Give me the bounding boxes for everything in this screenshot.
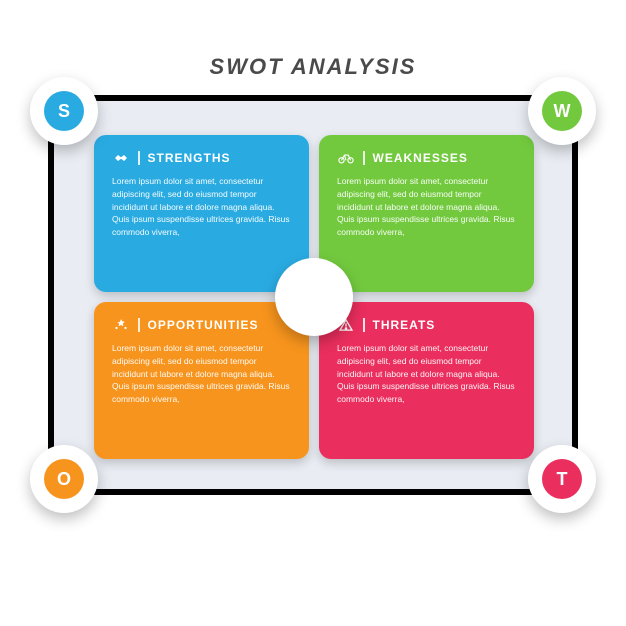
badge-weaknesses: W (528, 77, 596, 145)
card-body-strengths: Lorem ipsum dolor sit amet, consectetur … (112, 175, 291, 239)
card-weaknesses: WEAKNESSES Lorem ipsum dolor sit amet, c… (319, 135, 534, 292)
card-title-opportunities: OPPORTUNITIES (148, 318, 259, 332)
card-header-opportunities: OPPORTUNITIES (112, 318, 291, 332)
header-divider (138, 318, 140, 332)
center-circle (275, 258, 353, 336)
card-body-threats: Lorem ipsum dolor sit amet, consectetur … (337, 342, 516, 406)
card-title-threats: THREATS (373, 318, 436, 332)
card-body-weaknesses: Lorem ipsum dolor sit amet, consectetur … (337, 175, 516, 239)
card-strengths: STRENGTHS Lorem ipsum dolor sit amet, co… (94, 135, 309, 292)
card-header-threats: THREATS (337, 318, 516, 332)
badge-letter-opportunities: O (44, 459, 84, 499)
badge-letter-threats: T (542, 459, 582, 499)
swot-grid: STRENGTHS Lorem ipsum dolor sit amet, co… (94, 135, 534, 459)
star-person-icon (112, 318, 130, 332)
card-body-opportunities: Lorem ipsum dolor sit amet, consectetur … (112, 342, 291, 406)
badge-opportunities: O (30, 445, 98, 513)
header-divider (138, 151, 140, 165)
card-threats: THREATS Lorem ipsum dolor sit amet, cons… (319, 302, 534, 459)
badge-strengths: S (30, 77, 98, 145)
bicycle-icon (337, 151, 355, 165)
badge-letter-weaknesses: W (542, 91, 582, 131)
header-divider (363, 151, 365, 165)
card-header-weaknesses: WEAKNESSES (337, 151, 516, 165)
card-opportunities: OPPORTUNITIES Lorem ipsum dolor sit amet… (94, 302, 309, 459)
card-header-strengths: STRENGTHS (112, 151, 291, 165)
badge-threats: T (528, 445, 596, 513)
swot-frame: STRENGTHS Lorem ipsum dolor sit amet, co… (48, 95, 578, 495)
header-divider (363, 318, 365, 332)
badge-letter-strengths: S (44, 91, 84, 131)
page-title: SWOT ANALYSIS (0, 54, 626, 80)
handshake-icon (112, 151, 130, 165)
card-title-weaknesses: WEAKNESSES (373, 151, 468, 165)
card-title-strengths: STRENGTHS (148, 151, 231, 165)
